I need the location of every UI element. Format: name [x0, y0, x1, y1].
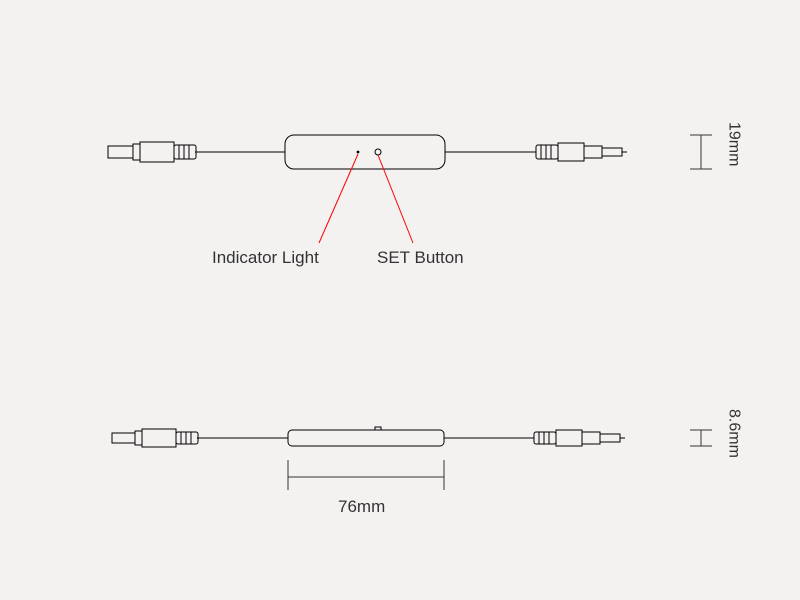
height-label-side: 8.6mm [726, 409, 743, 458]
height-label-top: 19mm [726, 122, 743, 166]
diagram-svg: 19mm Indicator Light SET Button [0, 0, 800, 600]
background [0, 0, 800, 600]
indicator-light-label: Indicator Light [212, 248, 319, 267]
set-button-label: SET Button [377, 248, 464, 267]
length-label: 76mm [338, 497, 385, 516]
indicator-light-icon [357, 151, 360, 154]
diagram-container: { "background_color": "#f4f1f1", "stroke… [0, 0, 800, 600]
